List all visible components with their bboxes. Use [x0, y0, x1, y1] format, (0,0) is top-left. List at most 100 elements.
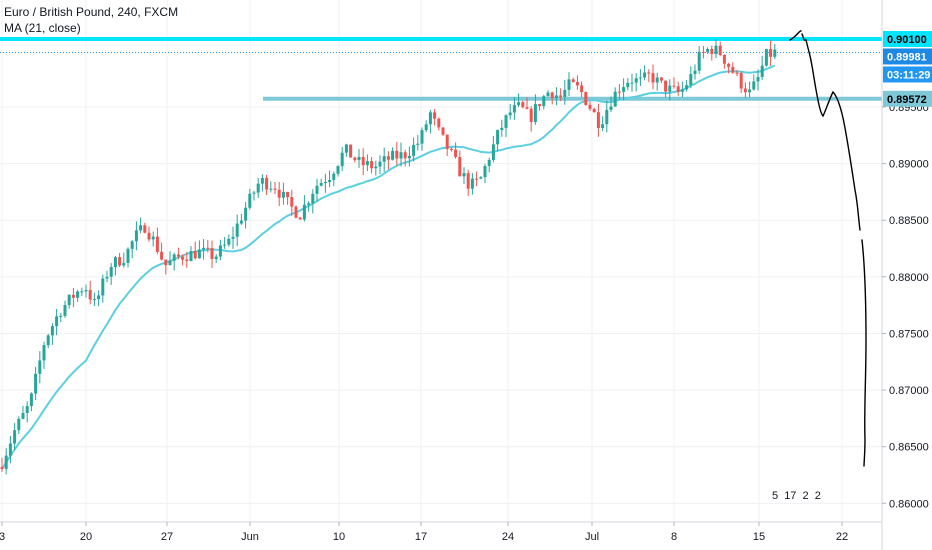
candle-body — [361, 156, 365, 166]
candle — [176, 247, 180, 260]
candle-body — [407, 155, 411, 159]
candle — [693, 64, 697, 80]
candle — [265, 174, 269, 196]
candle-body — [214, 256, 218, 259]
candle — [424, 120, 428, 133]
candle — [613, 87, 617, 107]
candle — [651, 64, 655, 90]
candle — [109, 263, 113, 285]
time-tick-label: 20 — [80, 531, 92, 543]
candle — [559, 88, 563, 101]
candle — [55, 309, 59, 336]
candle-body — [437, 118, 441, 128]
candle-body — [101, 278, 105, 296]
candle-body — [428, 112, 432, 125]
time-tick-label: 10 — [333, 531, 345, 543]
candle — [349, 144, 353, 158]
candle — [706, 47, 710, 55]
candle — [643, 65, 647, 81]
last-price-tag-bg — [883, 48, 932, 65]
candle — [445, 134, 449, 156]
candle — [722, 54, 726, 69]
time-tick-label: 27 — [161, 531, 173, 543]
time-tick-label: Jun — [241, 531, 259, 543]
candle-body — [748, 89, 752, 93]
candle — [496, 129, 500, 152]
event-badges[interactable]: 5 17 2 2 — [772, 490, 824, 502]
candle — [13, 423, 17, 450]
candle-body — [29, 393, 33, 407]
candle — [80, 287, 84, 296]
candle — [437, 117, 441, 131]
candle — [433, 108, 437, 126]
candle-body — [227, 238, 231, 245]
ma-line — [1, 64, 776, 470]
candle — [399, 142, 403, 167]
candle-body — [517, 102, 521, 106]
candle-body — [38, 360, 42, 374]
candle-body — [727, 63, 731, 67]
candle — [479, 176, 483, 180]
candle-body — [8, 443, 12, 456]
candle-body — [185, 259, 189, 261]
candle — [67, 294, 71, 309]
time-tick-label: 17 — [415, 531, 427, 543]
candle-body — [244, 207, 248, 221]
countdown-tag-bg — [883, 66, 932, 83]
candle-body — [546, 92, 550, 97]
candle-body — [265, 177, 269, 190]
candle — [701, 45, 705, 59]
candle — [647, 69, 651, 82]
candle — [592, 107, 596, 113]
candle-body — [202, 247, 206, 250]
candle-body — [151, 236, 155, 240]
candle-body — [689, 74, 693, 86]
candle-body — [206, 247, 210, 249]
candle-body — [256, 183, 260, 193]
candle — [517, 93, 521, 108]
badge-count-a[interactable]: 5 — [772, 490, 779, 502]
candle-body — [365, 161, 369, 166]
candle — [542, 94, 546, 110]
candle-body — [521, 102, 525, 108]
candle-body — [160, 251, 164, 260]
candle — [357, 148, 361, 168]
price-axis[interactable]: 0.895000.890000.885000.880000.875000.870… — [881, 0, 929, 550]
candle-body — [605, 109, 609, 125]
candle — [386, 151, 390, 170]
badge-count-b[interactable]: 17 — [784, 490, 797, 502]
candle-body — [525, 107, 529, 109]
candle-body — [659, 77, 663, 81]
candle — [483, 163, 487, 184]
candle-body — [34, 373, 38, 394]
hand-drawn-projection[interactable] — [789, 30, 867, 467]
candle-body — [601, 124, 605, 128]
symbol-title[interactable]: Euro / British Pound, 240, FXCM — [4, 5, 179, 19]
badge-count-c[interactable]: 2 — [802, 490, 809, 502]
candle — [365, 154, 369, 171]
horizontal-levels[interactable] — [0, 36, 882, 101]
time-axis[interactable]: 3 20 27 Jun 10 17 24 Jul 8 15 22 — [0, 521, 882, 543]
candle — [193, 241, 197, 260]
candle — [17, 416, 21, 434]
candle-body — [105, 276, 109, 279]
candle-body — [462, 173, 466, 177]
badge-count-d[interactable]: 2 — [814, 490, 821, 502]
candle-body — [332, 173, 336, 180]
candle — [155, 227, 159, 255]
candle-body — [563, 89, 567, 97]
candle — [164, 259, 168, 275]
candle-body — [76, 291, 80, 298]
candle — [8, 435, 12, 464]
indicator-label[interactable]: MA (21, close) — [4, 21, 81, 35]
candle — [130, 239, 134, 259]
candle-body — [701, 51, 705, 53]
candle — [302, 195, 306, 222]
candle — [500, 119, 504, 137]
candle-body — [340, 152, 344, 167]
candle — [206, 239, 210, 253]
candle — [185, 251, 189, 269]
candle — [739, 70, 743, 93]
candle — [756, 69, 760, 91]
